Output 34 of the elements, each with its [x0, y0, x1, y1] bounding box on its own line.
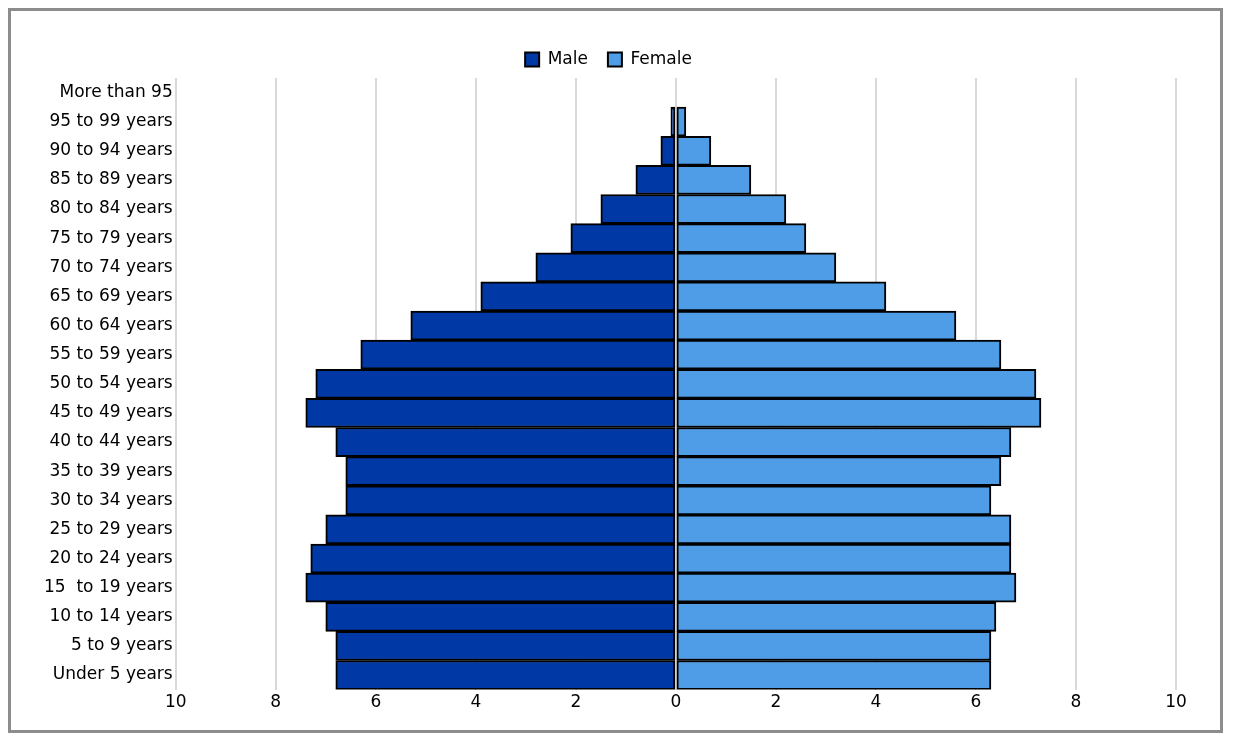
y-tick-label: More than 95: [59, 80, 173, 101]
x-tick-label: 8: [1070, 691, 1082, 712]
x-tick-label: 0: [670, 691, 682, 712]
y-tick-label: Under 5 years: [52, 663, 173, 684]
x-tick-label: 4: [470, 691, 482, 712]
x-tick-label: 10: [1165, 691, 1187, 712]
x-tick-label: 6: [970, 691, 982, 712]
x-tick-label: 6: [370, 691, 382, 712]
y-tick-label: 20 to 24 years: [49, 546, 173, 567]
y-tick-label: 50 to 54 years: [49, 372, 173, 393]
y-tick-label: 70 to 74 years: [49, 255, 173, 276]
x-tick-label: 2: [770, 691, 782, 712]
y-tick-label: 30 to 34 years: [49, 488, 173, 509]
legend-label: Female: [630, 47, 692, 68]
y-tick-label: 60 to 64 years: [49, 313, 173, 334]
legend-label: Male: [547, 47, 588, 68]
y-tick-label: 10 to 14 years: [49, 605, 173, 626]
y-tick-label: 5 to 9 years: [71, 634, 173, 655]
x-tick-label: 2: [570, 691, 582, 712]
y-tick-label: 15 to 19 years: [43, 576, 173, 597]
y-tick-label: 45 to 49 years: [49, 401, 173, 422]
y-tick-label: 55 to 59 years: [49, 343, 173, 364]
x-tick-label: 10: [164, 691, 187, 712]
y-tick-label: 65 to 69 years: [49, 284, 173, 305]
x-tick-label: 4: [870, 691, 882, 712]
x-tick-label: 8: [270, 691, 282, 712]
y-tick-label: 95 to 99 years: [49, 110, 173, 131]
y-tick-label: 90 to 94 years: [49, 139, 173, 160]
y-tick-label: 25 to 29 years: [49, 517, 173, 538]
y-tick-label: 80 to 84 years: [49, 197, 173, 218]
y-tick-label: 35 to 39 years: [49, 459, 173, 480]
y-tick-label: 85 to 89 years: [49, 168, 173, 189]
y-tick-label: 75 to 79 years: [49, 226, 173, 247]
y-tick-label: 40 to 44 years: [49, 430, 173, 451]
